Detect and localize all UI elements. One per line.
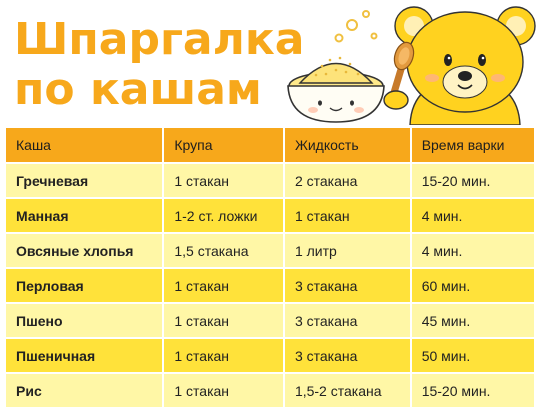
title-line-1: Шпаргалка <box>14 14 305 65</box>
cell-grain: 1 стакан <box>164 374 283 407</box>
steam-icon <box>334 10 378 43</box>
cell-liquid: 3 стакана <box>284 304 410 337</box>
cell-liquid: 1 стакан <box>284 199 410 232</box>
cell-grain: 1 стакан <box>164 339 283 372</box>
cell-porridge: Рис <box>6 374 163 407</box>
cell-time: 45 мин. <box>411 304 534 337</box>
cell-liquid: 3 стакана <box>284 339 410 372</box>
cell-liquid: 3 стакана <box>284 269 410 302</box>
cell-time: 50 мин. <box>411 339 534 372</box>
cell-grain: 1 стакан <box>164 164 283 197</box>
header-illustration <box>287 6 536 125</box>
header-liquid: Жидкость <box>284 128 410 162</box>
cell-liquid: 2 стакана <box>284 164 410 197</box>
cell-grain: 1,5 стакана <box>164 234 283 267</box>
page-title: Шпаргалка по кашам <box>14 18 304 112</box>
teddy-bear-icon <box>394 6 536 125</box>
porridge-table: Каша Крупа Жидкость Время варки Гречнева… <box>4 126 536 409</box>
header-porridge: Каша <box>6 128 163 162</box>
table-row: Перловая 1 стакан 3 стакана 60 мин. <box>6 269 534 302</box>
table-row: Гречневая 1 стакан 2 стакана 15-20 мин. <box>6 164 534 197</box>
cell-porridge: Овсяные хлопья <box>6 234 163 267</box>
cell-time: 4 мин. <box>411 234 534 267</box>
cell-time: 15-20 мин. <box>411 374 534 407</box>
cell-porridge: Пшено <box>6 304 163 337</box>
cell-porridge: Гречневая <box>6 164 163 197</box>
cell-grain: 1 стакан <box>164 269 283 302</box>
cell-porridge: Пшеничная <box>6 339 163 372</box>
porridge-bowl-icon <box>287 56 385 123</box>
table-row: Овсяные хлопья 1,5 стакана 1 литр 4 мин. <box>6 234 534 267</box>
title-line-2: по кашам <box>14 64 262 115</box>
table-row: Пшено 1 стакан 3 стакана 45 мин. <box>6 304 534 337</box>
table-row: Манная 1-2 ст. ложки 1 стакан 4 мин. <box>6 199 534 232</box>
cell-grain: 1-2 ст. ложки <box>164 199 283 232</box>
cell-liquid: 1 литр <box>284 234 410 267</box>
header-grain: Крупа <box>164 128 283 162</box>
table-row: Пшеничная 1 стакан 3 стакана 50 мин. <box>6 339 534 372</box>
wooden-spoon-icon <box>383 41 415 110</box>
header-cooking-time: Время варки <box>411 128 534 162</box>
cell-porridge: Манная <box>6 199 163 232</box>
cell-time: 4 мин. <box>411 199 534 232</box>
cell-porridge: Перловая <box>6 269 163 302</box>
cell-time: 60 мин. <box>411 269 534 302</box>
table-row: Рис 1 стакан 1,5-2 стакана 15-20 мин. <box>6 374 534 407</box>
cell-liquid: 1,5-2 стакана <box>284 374 410 407</box>
cell-grain: 1 стакан <box>164 304 283 337</box>
cell-time: 15-20 мин. <box>411 164 534 197</box>
table-header-row: Каша Крупа Жидкость Время варки <box>6 128 534 162</box>
